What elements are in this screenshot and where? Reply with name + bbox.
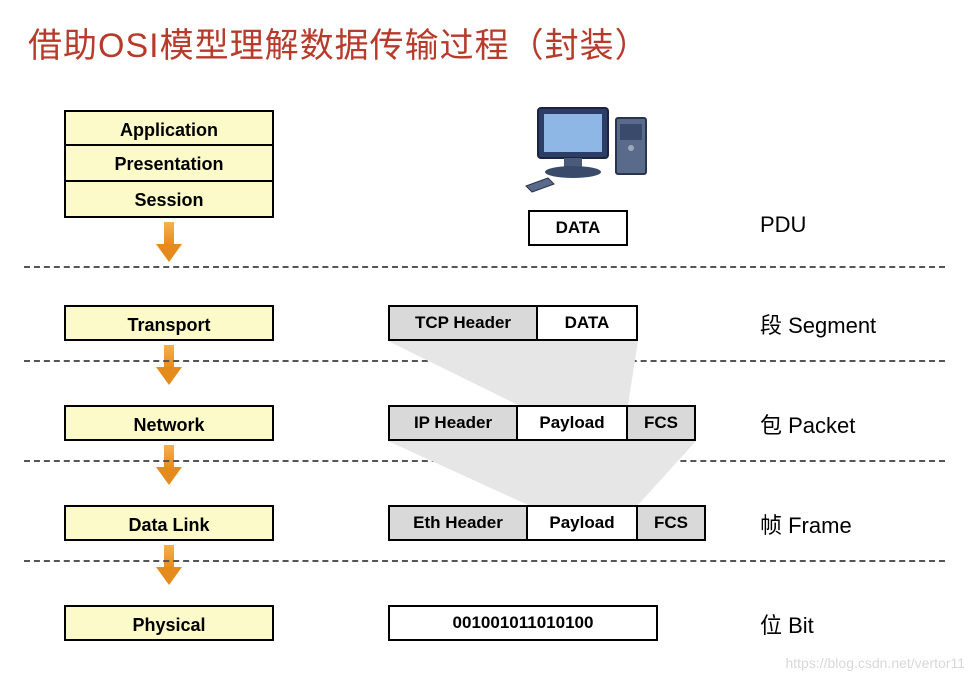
pdu-label-upper: PDU — [760, 212, 806, 238]
encap-trap-1 — [388, 341, 718, 405]
encap-trap-2 — [388, 441, 728, 505]
diagram-stage: 借助OSI模型理解数据传输过程（封装） Application Presenta… — [0, 0, 969, 677]
seg-transport-header: TCP Header — [388, 305, 538, 341]
layer-presentation: Presentation — [64, 146, 274, 182]
layer-network: Network — [64, 405, 274, 441]
seg-physical-bits: 001001011010100 — [388, 605, 658, 641]
seg-dl-payload: Payload — [528, 505, 638, 541]
watermark-text: https://blog.csdn.net/vertor11 — [785, 655, 965, 671]
seg-network-header: IP Header — [388, 405, 518, 441]
page-title: 借助OSI模型理解数据传输过程（封装） — [28, 18, 650, 67]
separator-4 — [24, 560, 945, 562]
separator-1 — [24, 266, 945, 268]
seg-dl-fcs: FCS — [638, 505, 706, 541]
data-box-upper: DATA — [528, 210, 628, 246]
pdu-label-network: 包 Packet — [760, 408, 855, 440]
computer-icon — [520, 100, 660, 200]
arrow-icon-1 — [156, 222, 182, 262]
pdu-label-transport: 段 Segment — [760, 308, 876, 340]
layer-session: Session — [64, 182, 274, 218]
layer-physical: Physical — [64, 605, 274, 641]
layer-datalink: Data Link — [64, 505, 274, 541]
layer-application: Application — [64, 110, 274, 146]
layer-transport: Transport — [64, 305, 274, 341]
pdu-label-datalink: 帧 Frame — [760, 508, 852, 540]
pdu-label-physical: 位 Bit — [760, 608, 814, 640]
arrow-icon-4 — [156, 545, 182, 585]
seg-network-payload: Payload — [518, 405, 628, 441]
arrow-icon-3 — [156, 445, 182, 485]
seg-transport-data: DATA — [538, 305, 638, 341]
arrow-icon-2 — [156, 345, 182, 385]
seg-network-fcs: FCS — [628, 405, 696, 441]
seg-dl-header: Eth Header — [388, 505, 528, 541]
